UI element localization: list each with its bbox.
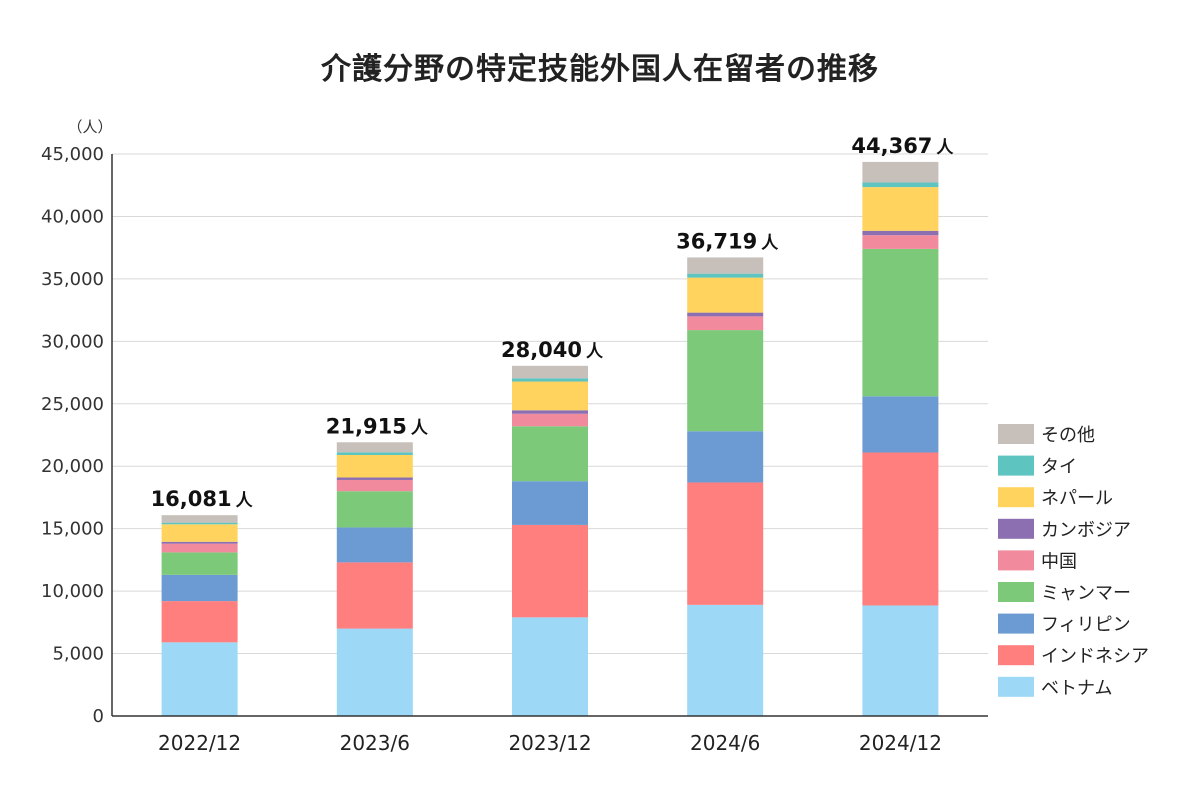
bar-segment [512,410,588,414]
total-labels: 16,081 人 21,915 人 28,040 人 36,719 人 44,367 人 [151,134,955,511]
x-tick-label: 2023/6 [340,731,410,755]
y-tick-label: 0 [93,706,104,727]
total-label: 44,367 人 [851,134,954,158]
y-tick-label: 10,000 [41,581,104,602]
legend-swatch [998,645,1034,666]
bar-segment [161,543,238,553]
chart-title: 介護分野の特定技能外国人在留者の推移 [321,52,879,87]
bar-segment [512,481,588,525]
bar-segment [336,442,413,453]
bar-segment [862,230,939,236]
bar-segment [687,273,764,278]
y-tick-label: 5,000 [52,644,104,665]
total-label: 21,915 人 [326,414,429,438]
bar-segment [862,248,939,397]
bar-segment [336,477,413,480]
legend-label: ベトナム [1041,678,1112,699]
bar-segment [336,454,413,478]
y-tick-label: 25,000 [41,394,104,415]
bar-segment [687,277,764,313]
x-tick-label: 2024/6 [690,731,760,755]
legend-swatch [998,550,1034,571]
legend-label: ネパール [1041,488,1113,509]
legend-swatch [998,676,1034,697]
legend-swatch [998,518,1034,539]
bar-segment [687,604,764,716]
y-tick-label: 45,000 [41,144,104,165]
bar-segment [512,381,588,411]
bar-segment [161,552,238,575]
bar-segment [862,452,939,606]
bar-segment [512,426,588,482]
y-tick-label: 15,000 [41,519,104,540]
y-axis-unit: （人） [67,118,112,136]
bar-segment [336,562,413,629]
y-tick-label: 40,000 [41,206,104,227]
total-label: 36,719 人 [676,229,779,253]
bar-segment [512,413,588,427]
bar-segment [161,601,238,643]
bar-segment [512,617,588,716]
bars [161,161,939,716]
bar-segment [687,257,764,274]
legend-label: タイ [1041,457,1077,478]
bar-segment [687,431,764,483]
legend-swatch [998,455,1034,476]
x-tick-label: 2022/12 [158,731,241,755]
bar-segment [687,316,764,331]
bar-segment [512,524,588,618]
bar-segment [687,330,764,432]
y-tick-label: 30,000 [41,331,104,352]
bar-segment [862,235,939,249]
bar-segment [862,396,939,453]
bar-segment [336,491,413,528]
x-tick-label: 2023/12 [508,731,591,755]
bar-segment [512,365,588,379]
bar-segment [862,605,939,716]
legend-label: その他 [1041,425,1095,446]
bar-segment [161,524,238,542]
legend-label: カンボジア [1041,520,1131,541]
bar-segment [336,527,413,563]
axes: 0 5,000 10,000 15,000 20,000 25,000 30,000 35,0… [41,118,988,755]
bar-segment [336,452,413,455]
legend-swatch [998,487,1034,508]
legend-label: ミャンマー [1041,583,1131,604]
legend-label: フィリピン [1041,615,1131,636]
bar-segment [161,574,238,602]
legend-label: インドネシア [1041,646,1149,667]
legend-swatch [998,613,1034,634]
bar-segment [336,628,413,716]
legend-label: 中国 [1041,551,1077,572]
bar-segment [512,378,588,382]
bar-segment [687,482,764,605]
bar-segment [161,541,238,544]
bar-segment [687,312,764,317]
bar-segment [161,515,238,523]
bar-segment [862,161,939,183]
bar-segment [862,182,939,188]
total-label: 28,040 人 [501,338,604,362]
y-tick-label: 20,000 [41,456,104,477]
x-tick-label: 2024/12 [859,731,942,755]
bar-segment [862,187,939,231]
y-tick-label: 35,000 [41,269,104,290]
bar-segment [161,642,238,716]
bar-segment [336,479,413,492]
legend-swatch [998,424,1034,444]
legend-swatch [998,582,1034,602]
total-label: 16,081 人 [151,487,254,511]
bar-segment [161,522,238,525]
